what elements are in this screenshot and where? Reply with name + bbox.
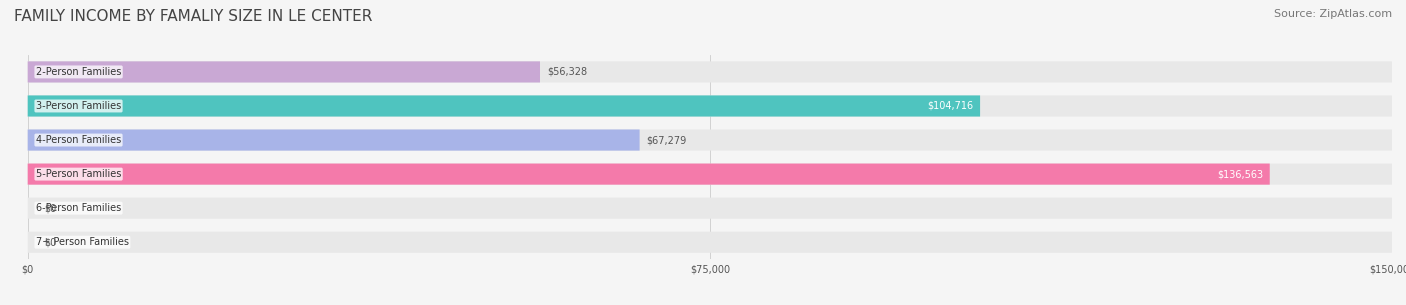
FancyBboxPatch shape bbox=[28, 130, 1392, 151]
FancyBboxPatch shape bbox=[28, 163, 1270, 185]
Text: 3-Person Families: 3-Person Families bbox=[37, 101, 121, 111]
Text: FAMILY INCOME BY FAMALIY SIZE IN LE CENTER: FAMILY INCOME BY FAMALIY SIZE IN LE CENT… bbox=[14, 9, 373, 24]
FancyBboxPatch shape bbox=[28, 95, 980, 117]
Text: $104,716: $104,716 bbox=[927, 101, 973, 111]
FancyBboxPatch shape bbox=[28, 61, 540, 82]
Text: $136,563: $136,563 bbox=[1216, 169, 1263, 179]
Text: $67,279: $67,279 bbox=[647, 135, 686, 145]
FancyBboxPatch shape bbox=[28, 95, 1392, 117]
Text: 2-Person Families: 2-Person Families bbox=[37, 67, 121, 77]
FancyBboxPatch shape bbox=[28, 163, 1392, 185]
Text: 7+ Person Families: 7+ Person Families bbox=[37, 237, 129, 247]
Text: 4-Person Families: 4-Person Families bbox=[37, 135, 121, 145]
Text: $0: $0 bbox=[44, 203, 56, 213]
Text: $0: $0 bbox=[44, 237, 56, 247]
FancyBboxPatch shape bbox=[28, 232, 1392, 253]
FancyBboxPatch shape bbox=[28, 130, 640, 151]
FancyBboxPatch shape bbox=[28, 198, 1392, 219]
Text: 5-Person Families: 5-Person Families bbox=[37, 169, 121, 179]
Text: Source: ZipAtlas.com: Source: ZipAtlas.com bbox=[1274, 9, 1392, 19]
Text: 6-Person Families: 6-Person Families bbox=[37, 203, 121, 213]
FancyBboxPatch shape bbox=[28, 61, 1392, 82]
Text: $56,328: $56,328 bbox=[547, 67, 586, 77]
